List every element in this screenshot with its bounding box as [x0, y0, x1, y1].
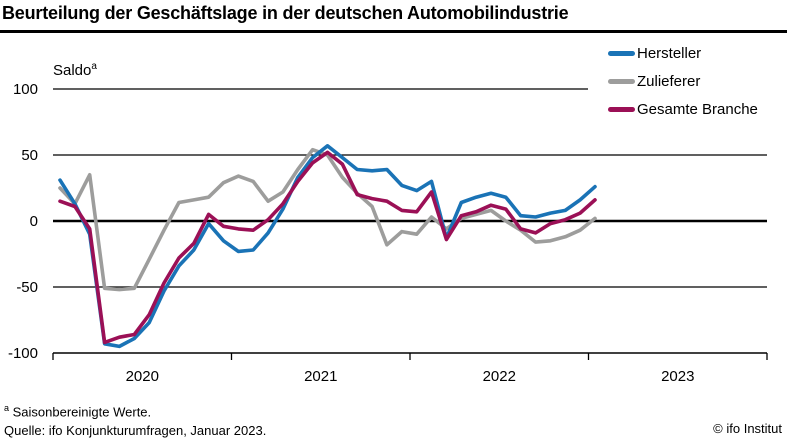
y-tick-label: 0 [30, 213, 38, 230]
y-axis-title-text: Saldo [53, 62, 92, 79]
series-line-hersteller [58, 144, 597, 349]
x-year-label: 2021 [304, 368, 337, 385]
legend-item-zulieferer: Zulieferer [608, 67, 758, 95]
y-tick-label: -100 [8, 345, 38, 362]
footnote-marker: a [4, 403, 10, 413]
y-tick-label: 50 [21, 147, 38, 164]
footnote-line1: a Saisonbereinigte Werte. [4, 399, 266, 421]
y-axis-title-footnote-marker: a [91, 61, 97, 72]
x-year-label: 2022 [483, 368, 516, 385]
footnote-text: Saisonbereinigte Werte. [12, 404, 152, 420]
legend-label: Hersteller [637, 44, 702, 62]
y-tick-label: 100 [13, 81, 38, 98]
hersteller-line-swatch-icon [608, 50, 635, 56]
legend-label: Zulieferer [637, 72, 701, 90]
footnote-line2-source: Quelle: ifo Konjunkturumfragen, Januar 2… [4, 423, 267, 439]
legend-label: Gesamte Branche [637, 100, 758, 118]
legend-item-hersteller: Hersteller [608, 39, 758, 67]
legend: Hersteller Zulieferer Gesamte Branche [608, 39, 758, 123]
series-line-zulieferer [58, 147, 597, 292]
copyright: © ifo Institut [713, 421, 782, 436]
series-line-gesamte-branche [58, 150, 597, 345]
gesamte-branche-line-swatch-icon [608, 106, 635, 112]
legend-item-gesamte-branche: Gesamte Branche [608, 95, 758, 123]
y-axis-title: Saldoa [53, 61, 97, 79]
x-year-label: 2020 [126, 368, 159, 385]
title-divider [0, 30, 787, 33]
footnotes: a Saisonbereinigte Werte. Quelle: ifo Ko… [4, 399, 266, 440]
chart-title: Beurteilung der Geschäftslage in der deu… [2, 3, 569, 23]
y-tick-label: -50 [16, 279, 38, 296]
x-year-label: 2023 [661, 368, 694, 385]
zulieferer-line-swatch-icon [608, 78, 635, 84]
